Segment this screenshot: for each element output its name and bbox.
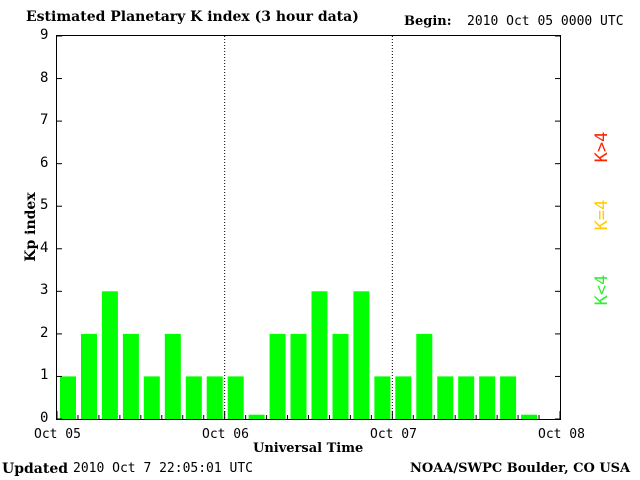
y-tick-label: 7 xyxy=(40,112,49,129)
kp-bar xyxy=(458,376,475,419)
kp-bar xyxy=(227,376,244,419)
y-tick-label: 9 xyxy=(40,27,49,43)
kp-bar xyxy=(500,376,517,419)
kp-bar xyxy=(101,291,118,419)
grid-layer xyxy=(224,36,393,419)
y-tick-label: 3 xyxy=(40,282,49,299)
kp-bar xyxy=(332,333,349,419)
y-tick-label: 0 xyxy=(40,410,49,426)
legend-k-greater-4: K>4 xyxy=(592,131,612,163)
plot-frame xyxy=(56,35,561,420)
x-tick-label: Oct 08 xyxy=(538,427,585,442)
updated-value: 2010 Oct 7 22:05:01 UTC xyxy=(73,461,254,476)
kp-bar xyxy=(395,376,412,419)
legend-k-less-4: K<4 xyxy=(592,274,612,306)
y-axis-label: Kp index xyxy=(23,192,39,262)
kp-bar xyxy=(60,376,76,419)
kp-bar xyxy=(81,333,97,419)
x-axis-label: Universal Time xyxy=(253,441,364,456)
kp-bar xyxy=(248,414,265,419)
kp-bar xyxy=(164,333,181,419)
source-credit: NOAA/SWPC Boulder, CO USA xyxy=(410,461,631,476)
y-tick-label: 2 xyxy=(40,324,49,341)
y-tick-label: 5 xyxy=(40,197,49,214)
chart-title: Estimated Planetary K index (3 hour data… xyxy=(26,9,359,25)
kp-bar xyxy=(353,291,370,419)
x-tick-label: Oct 06 xyxy=(202,427,249,442)
y-tick-label: 6 xyxy=(40,154,49,171)
legend-k-equal-4: K=4 xyxy=(592,199,612,231)
kp-bar xyxy=(416,333,433,419)
ticks-layer xyxy=(56,35,561,420)
x-tick-label: Oct 05 xyxy=(34,427,81,442)
kp-bar xyxy=(521,414,538,419)
x-tick-label: Oct 07 xyxy=(370,427,417,442)
kp-bar xyxy=(290,333,307,419)
y-tick-label: 8 xyxy=(40,69,49,86)
kp-bar xyxy=(122,333,139,419)
kp-bar xyxy=(374,376,391,419)
y-tick-label: 1 xyxy=(40,367,49,384)
kp-bar xyxy=(479,376,496,419)
kp-bar xyxy=(269,333,286,419)
kp-bar xyxy=(437,376,454,419)
y-tick-label: 4 xyxy=(40,239,49,256)
updated-label: Updated xyxy=(2,461,69,477)
kp-bar xyxy=(311,291,328,419)
kp-bar xyxy=(206,376,223,419)
begin-value: 2010 Oct 05 0000 UTC xyxy=(467,14,624,29)
begin-label: Begin: xyxy=(404,14,452,29)
kp-bar xyxy=(185,376,202,419)
kp-bar xyxy=(143,376,160,419)
bars-layer xyxy=(60,291,538,419)
